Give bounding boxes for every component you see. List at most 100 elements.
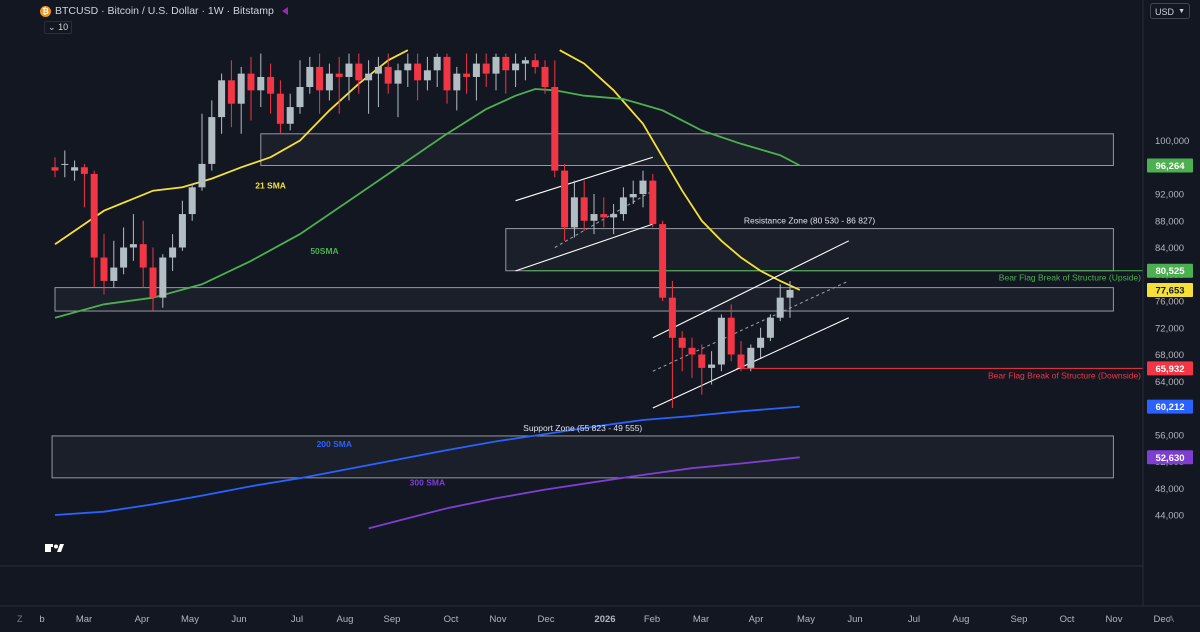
candle-body[interactable] (267, 76, 275, 94)
candle-body[interactable] (71, 167, 79, 171)
timezone-icon[interactable]: Z (17, 614, 23, 624)
price-label-badge (1147, 361, 1193, 376)
candle-body[interactable] (541, 66, 549, 87)
time-tick-label: Apr (135, 614, 150, 625)
candle-body[interactable] (776, 297, 784, 318)
candle-body[interactable] (227, 80, 235, 104)
symbol-title[interactable]: BTCUSD · Bitcoin / U.S. Dollar · 1W · Bi… (55, 5, 274, 17)
candle-body[interactable] (345, 63, 353, 77)
break-of-structure-label: Bear Flag Break of Structure (Downside) (988, 370, 1141, 380)
candle-body[interactable] (590, 214, 598, 221)
candle-body[interactable] (198, 163, 206, 188)
candle-body[interactable] (698, 354, 706, 368)
candle-body[interactable] (384, 66, 392, 84)
candle-body[interactable] (453, 73, 461, 91)
candle-body[interactable] (717, 317, 725, 365)
candle-body[interactable] (433, 56, 441, 71)
candle-body[interactable] (423, 70, 431, 81)
candle-body[interactable] (570, 197, 578, 228)
candle-body[interactable] (482, 63, 490, 74)
candle-body[interactable] (512, 63, 520, 71)
price-tick-label: 56,000 (1155, 430, 1184, 441)
candle-body[interactable] (688, 347, 696, 355)
price-tick-label: 100,000 (1155, 136, 1189, 147)
candle-body[interactable] (110, 267, 118, 281)
candle-body[interactable] (394, 70, 402, 84)
candle-body[interactable] (208, 117, 216, 164)
candle-body[interactable] (159, 257, 167, 298)
flag-icon[interactable] (281, 7, 288, 15)
time-tick-label: Dec (538, 614, 555, 625)
candle-body[interactable] (178, 214, 186, 248)
volume-indicator[interactable]: ⌄ 10 (44, 21, 73, 34)
time-tick-label: Aug (337, 614, 354, 625)
candle-body[interactable] (61, 163, 69, 165)
time-tick-label: Mar (76, 614, 92, 625)
candle-body[interactable] (129, 244, 137, 248)
candle-body[interactable] (276, 93, 284, 124)
candle-body[interactable] (100, 257, 108, 281)
candle-body[interactable] (414, 63, 422, 81)
time-tick-label: May (181, 614, 199, 625)
candle-body[interactable] (120, 247, 128, 268)
candle-body[interactable] (472, 63, 480, 77)
candle-body[interactable] (355, 63, 363, 81)
candle-body[interactable] (139, 244, 147, 268)
candle-body[interactable] (668, 297, 676, 338)
candle-body[interactable] (531, 60, 539, 67)
candle-body[interactable] (678, 337, 686, 348)
candle-body[interactable] (610, 214, 618, 218)
candle-body[interactable] (306, 66, 314, 87)
candle-body[interactable] (492, 56, 500, 74)
candle-body[interactable] (708, 364, 716, 368)
zone-label: Support Zone (55 823 - 49 555) (523, 423, 642, 433)
price-label-text: 65,932 (1155, 364, 1184, 375)
time-tick-label: Mar (693, 614, 709, 625)
candle-body[interactable] (580, 197, 588, 221)
candle-body[interactable] (51, 167, 59, 171)
candle-body[interactable] (257, 76, 265, 91)
candle-body[interactable] (463, 73, 471, 77)
candle-body[interactable] (374, 66, 382, 74)
candle-body[interactable] (629, 194, 637, 198)
candle-body[interactable] (316, 66, 324, 91)
candle-body[interactable] (169, 247, 177, 258)
price-label-text: 80,525 (1155, 266, 1185, 277)
break-of-structure-label: Bear Flag Break of Structure (Upside) (999, 273, 1141, 283)
currency-button[interactable]: USD ▼ (1150, 3, 1190, 19)
candle-body[interactable] (659, 224, 667, 298)
candle-body[interactable] (766, 317, 774, 338)
candle-body[interactable] (649, 180, 657, 225)
candle-body[interactable] (365, 73, 373, 81)
candle-body[interactable] (188, 187, 196, 215)
channel-trendline (515, 223, 653, 272)
auto-scale-icon[interactable]: A (1168, 614, 1175, 624)
candle-body[interactable] (757, 337, 765, 348)
candle-body[interactable] (90, 173, 98, 258)
price-zone-box (505, 228, 1114, 272)
candle-body[interactable] (335, 73, 343, 77)
candle-body[interactable] (443, 56, 451, 91)
candle-body[interactable] (80, 167, 88, 174)
bitcoin-icon: ₿ (40, 5, 51, 17)
candle-body[interactable] (619, 197, 627, 215)
candle-body[interactable] (747, 347, 755, 368)
candle-body[interactable] (286, 107, 294, 124)
candle-body[interactable] (639, 180, 647, 194)
candle-body[interactable] (237, 73, 245, 104)
candle-body[interactable] (218, 80, 226, 118)
candle-body[interactable] (600, 214, 608, 218)
candle-body[interactable] (296, 87, 304, 108)
candle-body[interactable] (551, 87, 559, 171)
candle-body[interactable] (786, 289, 794, 298)
candle-body[interactable] (325, 73, 333, 91)
candle-body[interactable] (149, 267, 157, 298)
candle-body[interactable] (247, 73, 255, 91)
candle-body[interactable] (404, 63, 412, 71)
candle-body[interactable] (561, 170, 569, 228)
candle-body[interactable] (521, 60, 529, 64)
candle-body[interactable] (502, 56, 510, 71)
candle-body[interactable] (737, 354, 745, 368)
candle-body[interactable] (727, 317, 735, 355)
